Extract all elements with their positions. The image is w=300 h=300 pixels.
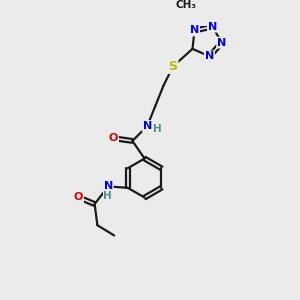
Text: S: S: [169, 60, 178, 73]
Text: N: N: [143, 121, 152, 131]
Text: H: H: [103, 191, 112, 201]
Text: CH₃: CH₃: [176, 0, 197, 11]
Text: O: O: [109, 133, 118, 143]
Text: N: N: [190, 26, 199, 35]
Text: N: N: [208, 22, 217, 32]
Text: O: O: [74, 192, 83, 202]
Text: N: N: [217, 38, 226, 48]
Text: H: H: [153, 124, 162, 134]
Text: N: N: [205, 51, 214, 62]
Text: N: N: [103, 182, 113, 191]
